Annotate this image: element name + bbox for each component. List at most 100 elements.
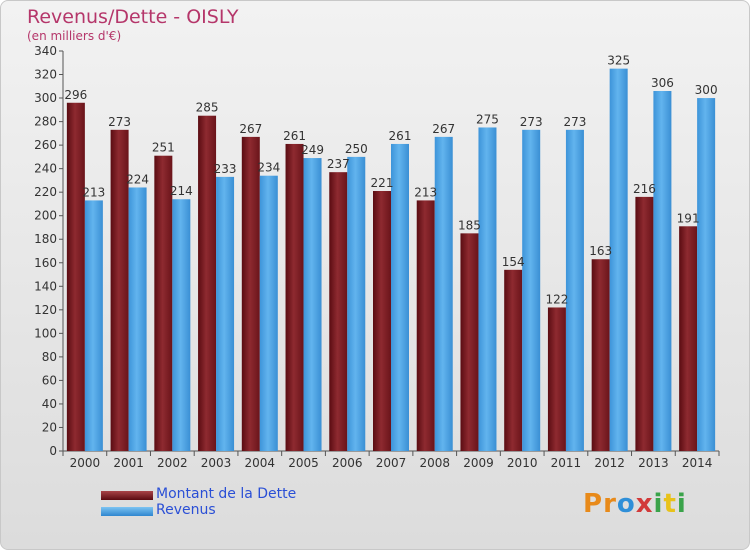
data-label-revenue-2006: 250	[345, 142, 368, 156]
x-tick-label: 2008	[419, 456, 450, 470]
logo-letter: x	[635, 489, 654, 519]
chart-subtitle: (en milliers d'€)	[27, 29, 122, 43]
data-label-revenue-2008: 267	[432, 122, 455, 136]
bar-debt-2007	[373, 191, 391, 451]
data-label-debt-2013: 216	[633, 182, 656, 196]
data-label-revenue-2005: 249	[301, 143, 324, 157]
data-label-revenue-2004: 234	[257, 161, 280, 175]
legend-swatch-debt	[101, 491, 153, 500]
y-tick-label: 320	[34, 68, 57, 82]
bar-debt-2002	[154, 155, 173, 452]
logo-letter: o	[616, 489, 636, 519]
proxiti-logo: Proxiti	[583, 489, 687, 519]
bar-revenue-2001	[128, 187, 147, 451]
data-label-revenue-2007: 261	[389, 129, 412, 143]
bar-revenue-2000	[84, 200, 103, 451]
data-label-debt-2003: 285	[196, 101, 219, 115]
legend-label-revenue: Revenus	[156, 502, 216, 518]
bar-revenue-2005	[303, 158, 322, 451]
y-tick-label: 240	[34, 162, 57, 176]
data-label-revenue-2001: 224	[126, 172, 149, 186]
data-label-debt-2010: 154	[502, 255, 525, 269]
x-tick-label: 2005	[288, 456, 319, 470]
data-label-debt-2007: 221	[371, 176, 394, 190]
y-tick-label: 80	[42, 350, 57, 364]
y-tick-label: 280	[34, 115, 57, 129]
data-label-revenue-2002: 214	[170, 184, 193, 198]
bar-revenue-2006	[347, 156, 366, 451]
bar-revenue-2008	[434, 136, 453, 451]
data-label-debt-2004: 267	[239, 122, 262, 136]
legend-label-debt: Montant de la Dette	[156, 486, 297, 502]
x-tick-label: 2002	[157, 456, 188, 470]
x-tick-label: 2004	[245, 456, 276, 470]
y-tick-label: 40	[42, 397, 57, 411]
data-label-debt-2011: 122	[545, 292, 568, 306]
y-tick-label: 220	[34, 185, 57, 199]
x-tick-label: 2011	[551, 456, 582, 470]
data-label-revenue-2012: 325	[607, 54, 630, 68]
bar-debt-2014	[679, 226, 698, 451]
y-tick-label: 100	[34, 326, 57, 340]
x-tick-label: 2012	[594, 456, 625, 470]
x-tick-label: 2007	[376, 456, 407, 470]
logo-letter: i	[676, 489, 687, 519]
bar-revenue-2010	[522, 129, 541, 451]
bar-revenue-2013	[653, 91, 672, 451]
y-tick-label: 160	[34, 256, 57, 270]
x-tick-label: 2006	[332, 456, 363, 470]
bar-debt-2001	[110, 129, 129, 451]
legend-swatch-revenue	[101, 507, 153, 516]
bar-debt-2006	[329, 172, 348, 452]
bar-revenue-2012	[609, 68, 628, 451]
data-label-debt-2006: 237	[327, 157, 350, 171]
data-label-debt-2000: 296	[64, 88, 87, 102]
y-tick-label: 200	[34, 209, 57, 223]
bar-debt-2012	[591, 259, 610, 451]
data-label-debt-2005: 261	[283, 129, 306, 143]
bars	[66, 68, 716, 452]
bar-debt-2013	[635, 196, 654, 451]
data-label-revenue-2013: 306	[651, 76, 674, 90]
y-tick-label: 0	[49, 444, 57, 458]
y-tick-label: 60	[42, 373, 57, 387]
bar-revenue-2009	[478, 127, 497, 452]
data-label-debt-2014: 191	[677, 211, 700, 225]
y-tick-label: 300	[34, 91, 57, 105]
x-tick-label: 2010	[507, 456, 538, 470]
bar-debt-2010	[504, 269, 523, 451]
x-tick-label: 2001	[113, 456, 144, 470]
bar-revenue-2011	[565, 129, 584, 451]
bar-revenue-2004	[259, 175, 278, 452]
data-label-debt-2002: 251	[152, 141, 175, 155]
data-label-revenue-2003: 233	[214, 162, 237, 176]
y-tick-label: 20	[42, 420, 57, 434]
chart-title: Revenus/Dette - OISLY	[27, 6, 239, 28]
x-tick-label: 2013	[638, 456, 669, 470]
data-label-revenue-2010: 273	[520, 115, 543, 129]
bar-revenue-2002	[172, 199, 191, 451]
logo-letter: r	[603, 489, 617, 519]
data-labels: 2962132732242512142852332672342612492372…	[64, 54, 717, 307]
bar-debt-2011	[547, 307, 566, 451]
data-label-debt-2009: 185	[458, 218, 481, 232]
data-label-debt-2012: 163	[589, 244, 612, 258]
bar-revenue-2007	[391, 143, 409, 452]
x-tick-label: 2014	[682, 456, 713, 470]
x-tick-label: 2000	[70, 456, 101, 470]
bar-debt-2009	[460, 233, 479, 451]
bar-revenue-2014	[697, 98, 716, 451]
logo-letter: P	[583, 489, 604, 519]
data-label-debt-2001: 273	[108, 115, 131, 129]
x-tick-label: 2003	[201, 456, 232, 470]
data-label-debt-2008: 213	[414, 185, 437, 199]
data-label-revenue-2000: 213	[82, 185, 105, 199]
y-tick-label: 140	[34, 279, 57, 293]
x-tick-label: 2009	[463, 456, 494, 470]
bar-debt-2003	[198, 115, 217, 452]
data-label-revenue-2014: 300	[695, 83, 718, 97]
bar-debt-2005	[285, 143, 304, 452]
logo-letter: i	[653, 489, 664, 519]
